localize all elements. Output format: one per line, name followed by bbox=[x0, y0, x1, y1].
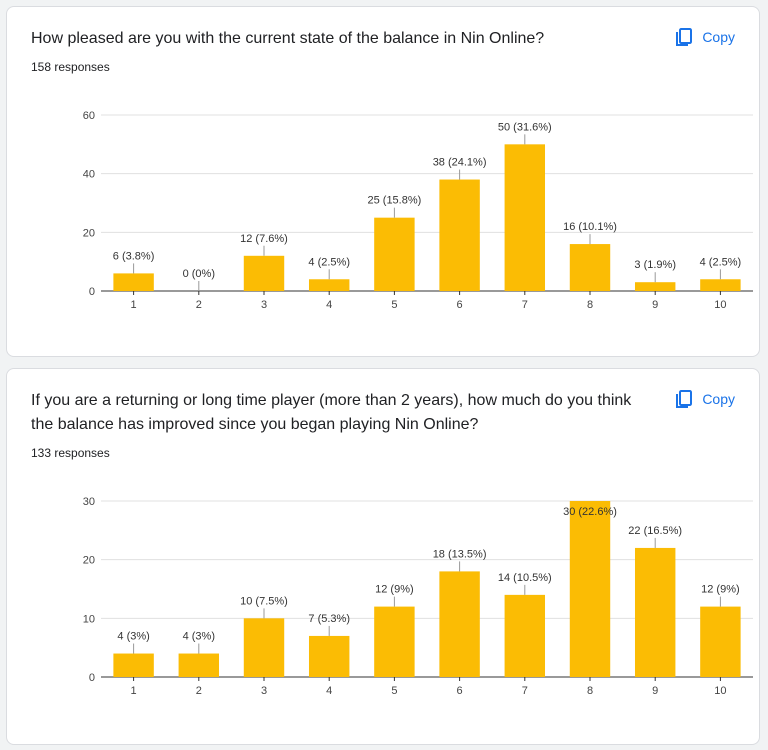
bar bbox=[569, 501, 611, 677]
x-tick-label: 6 bbox=[457, 299, 463, 311]
bar bbox=[504, 594, 546, 677]
x-tick-label: 7 bbox=[522, 685, 528, 697]
bar bbox=[634, 547, 676, 677]
copy-label: Copy bbox=[702, 29, 735, 45]
x-tick-label: 1 bbox=[131, 299, 137, 311]
x-tick-label: 9 bbox=[652, 685, 658, 697]
data-label: 50 (31.6%) bbox=[498, 121, 552, 133]
data-label: 12 (7.6%) bbox=[240, 233, 288, 245]
x-tick-label: 1 bbox=[131, 685, 137, 697]
data-label: 14 (10.5%) bbox=[498, 572, 552, 584]
x-tick-label: 3 bbox=[261, 299, 267, 311]
data-label: 4 (2.5%) bbox=[700, 256, 742, 268]
bar bbox=[439, 179, 480, 291]
bar bbox=[439, 571, 480, 677]
data-label: 18 (13.5%) bbox=[433, 548, 487, 560]
data-label: 7 (5.3%) bbox=[308, 613, 350, 625]
y-tick-label: 10 bbox=[83, 613, 95, 625]
y-tick-label: 0 bbox=[89, 286, 95, 298]
response-count: 158 responses bbox=[31, 60, 110, 74]
y-tick-label: 60 bbox=[83, 110, 95, 122]
bar bbox=[308, 279, 350, 291]
bar bbox=[243, 618, 285, 677]
bar bbox=[243, 255, 285, 291]
bar bbox=[113, 273, 154, 291]
y-tick-label: 20 bbox=[83, 227, 95, 239]
x-tick-label: 10 bbox=[714, 685, 726, 697]
bar bbox=[374, 217, 415, 291]
bar bbox=[569, 244, 611, 291]
y-tick-label: 30 bbox=[83, 496, 95, 508]
copy-button[interactable]: Copy bbox=[674, 27, 735, 47]
data-label: 12 (9%) bbox=[375, 584, 414, 596]
question-card-1: How pleased are you with the current sta… bbox=[6, 6, 760, 357]
data-label: 4 (3%) bbox=[183, 631, 215, 643]
x-tick-label: 2 bbox=[196, 299, 202, 311]
x-tick-label: 7 bbox=[522, 299, 528, 311]
bar bbox=[308, 635, 350, 677]
x-tick-label: 4 bbox=[326, 299, 332, 311]
data-label: 10 (7.5%) bbox=[240, 595, 288, 607]
copy-icon bbox=[676, 390, 693, 408]
bar bbox=[113, 653, 154, 677]
x-tick-label: 2 bbox=[196, 685, 202, 697]
data-label: 16 (10.1%) bbox=[563, 221, 617, 233]
y-tick-label: 20 bbox=[83, 555, 95, 567]
y-tick-label: 0 bbox=[89, 672, 95, 684]
bar bbox=[634, 282, 676, 291]
data-label: 4 (3%) bbox=[117, 631, 149, 643]
bar bbox=[374, 606, 415, 677]
data-label: 6 (3.8%) bbox=[113, 250, 155, 262]
data-label: 30 (22.6%) bbox=[563, 506, 617, 518]
data-label: 3 (1.9%) bbox=[634, 259, 676, 271]
bar bbox=[504, 144, 546, 291]
data-label: 38 (24.1%) bbox=[433, 157, 487, 169]
x-tick-label: 5 bbox=[391, 299, 397, 311]
x-tick-label: 8 bbox=[587, 299, 593, 311]
x-tick-label: 9 bbox=[652, 299, 658, 311]
x-tick-label: 3 bbox=[261, 685, 267, 697]
question-title: If you are a returning or long time play… bbox=[31, 392, 632, 433]
data-label: 12 (9%) bbox=[701, 584, 740, 596]
copy-icon bbox=[676, 28, 693, 46]
copy-label: Copy bbox=[702, 391, 735, 407]
question-card-2: If you are a returning or long time play… bbox=[6, 368, 760, 745]
x-tick-label: 10 bbox=[714, 299, 726, 311]
copy-button[interactable]: Copy bbox=[674, 389, 735, 409]
x-tick-label: 4 bbox=[326, 685, 332, 697]
data-label: 4 (2.5%) bbox=[308, 256, 350, 268]
bar-chart: 0 20 40 60 1 6 (3.8%) 2 0 (0%) 3 12 (7.6%) 4 4 (2.5… bbox=[83, 110, 753, 311]
x-tick-label: 5 bbox=[391, 685, 397, 697]
data-label: 22 (16.5%) bbox=[628, 525, 682, 537]
data-label: 25 (15.8%) bbox=[367, 195, 421, 207]
y-tick-label: 40 bbox=[83, 169, 95, 181]
bar bbox=[700, 279, 741, 291]
bar-chart: 0 10 20 30 1 4 (3%) 2 4 (3%) 3 10 (7.5%) 4 7 (5.3%)… bbox=[83, 496, 753, 697]
x-tick-label: 8 bbox=[587, 685, 593, 697]
response-count: 133 responses bbox=[31, 446, 110, 460]
x-tick-label: 6 bbox=[457, 685, 463, 697]
bar bbox=[700, 606, 741, 677]
question-title: How pleased are you with the current sta… bbox=[31, 30, 545, 47]
bar bbox=[178, 653, 220, 677]
data-label: 0 (0%) bbox=[183, 268, 215, 280]
